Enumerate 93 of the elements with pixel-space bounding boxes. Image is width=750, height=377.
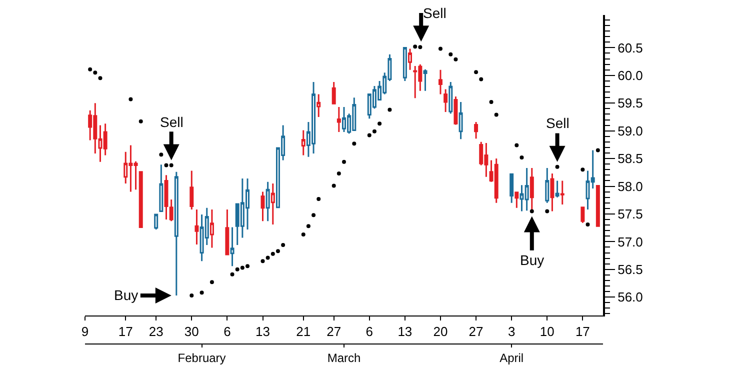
point [438,46,442,51]
annotation: Sell [546,115,570,131]
annotation: Sell [160,114,184,130]
point [520,155,524,160]
point [586,222,590,227]
point [266,256,270,260]
point [489,100,494,104]
point [270,252,275,256]
y-tick-label: 59.0 [618,123,643,138]
x-tick-label: 3 [508,324,516,340]
point [138,119,143,124]
point [514,143,519,148]
x-tick-label: 21 [296,324,311,340]
x2-tick-label: February [178,350,226,365]
point [164,163,168,168]
point [479,77,484,82]
candlestick [438,69,442,96]
y-tick-label: 58.5 [618,151,643,166]
x-tick-label: 17 [118,324,133,340]
candlestick [174,171,178,296]
point [128,97,133,102]
annotation: Buy [520,252,544,268]
y-tick-label: 56.0 [618,290,643,305]
point [230,272,234,276]
x2-tick-label: April [500,350,524,365]
y-tick-label: 60.0 [618,68,643,83]
candlestick [230,226,234,267]
point [159,152,164,157]
annotation: Sell [423,5,446,21]
point [235,267,240,272]
point [494,112,498,117]
point [474,70,478,74]
x-tick-label: 27 [468,324,484,340]
candlestick [514,192,519,209]
point [246,264,250,268]
candlestick [454,96,458,126]
x-tick-label: 6 [366,324,374,340]
x-tick-label: 23 [148,324,164,340]
y-tick-label: 60.5 [618,40,643,56]
candlestick [138,171,143,229]
candlestick [159,164,164,213]
candlestick [194,208,199,246]
y-tick-label: 58.0 [618,178,643,194]
point [555,164,560,169]
x-tick-label: 9 [81,324,89,340]
point [200,290,204,295]
point [596,148,600,152]
point [169,163,174,168]
x-tick-label: 27 [326,324,342,340]
candlestick [550,172,554,212]
annotation: Buy [114,287,138,303]
candlestick [154,214,158,230]
x-tick-label: 20 [433,324,448,340]
point [240,266,244,270]
candlestick [580,206,585,224]
point [88,67,92,72]
point [580,168,585,172]
candlestick [555,180,560,198]
candlestick [458,101,463,140]
candlestick [260,191,265,222]
candlestick [448,81,453,114]
point [418,45,422,50]
y-tick-label: 57.5 [618,206,643,222]
x-tick-label: 17 [575,324,590,340]
x-tick-label: 10 [540,324,554,340]
candlestick [444,88,448,113]
point [190,293,194,298]
point [454,57,458,62]
candlestick [423,68,428,92]
point [98,76,102,80]
candlestick [560,180,564,206]
x-tick-label: 6 [224,324,231,340]
candlestick [225,208,230,256]
point [276,249,280,254]
point [210,280,214,284]
point [448,52,453,56]
y-tick-label: 56.5 [618,262,643,277]
x-tick-label: 30 [184,324,199,340]
x2-tick-label: March [327,350,361,365]
candlestick [596,184,600,227]
y-tick-label: 59.5 [618,96,643,111]
point [260,259,265,264]
point [413,44,418,49]
point [545,209,550,214]
point [93,70,98,75]
x-tick-label: 13 [398,324,412,340]
candlestick [510,173,514,204]
candlestick [190,170,194,210]
y-tick-label: 57.0 [618,234,643,250]
candlestick [474,121,478,140]
candlestick [545,167,550,204]
point [530,209,534,214]
x-tick-label: 13 [256,324,270,340]
